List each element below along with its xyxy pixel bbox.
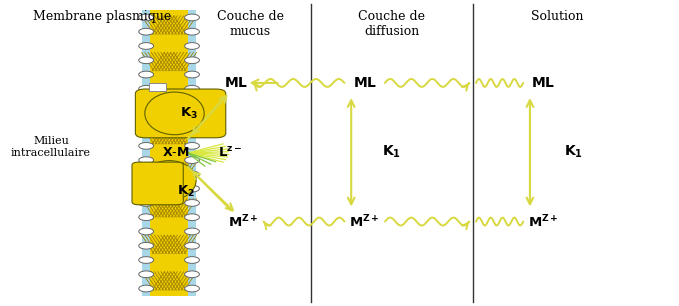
Circle shape — [139, 171, 153, 178]
Circle shape — [139, 271, 153, 278]
Circle shape — [185, 100, 200, 106]
Circle shape — [185, 171, 200, 178]
Circle shape — [185, 214, 200, 221]
Text: $\mathbf{ML}$: $\mathbf{ML}$ — [352, 76, 377, 90]
Circle shape — [185, 28, 200, 35]
Circle shape — [139, 143, 153, 149]
Text: $\mathbf{K_3}$: $\mathbf{K_3}$ — [181, 106, 198, 121]
Circle shape — [139, 100, 153, 106]
Circle shape — [139, 242, 153, 249]
Text: $\mathbf{K_1}$: $\mathbf{K_1}$ — [382, 143, 401, 160]
Ellipse shape — [142, 161, 196, 200]
Circle shape — [185, 143, 200, 149]
Circle shape — [185, 71, 200, 78]
Circle shape — [185, 57, 200, 64]
Circle shape — [185, 157, 200, 163]
Bar — [149, 83, 166, 91]
Circle shape — [185, 242, 200, 249]
Circle shape — [139, 185, 153, 192]
Text: Solution: Solution — [531, 10, 583, 23]
FancyBboxPatch shape — [132, 162, 183, 205]
FancyBboxPatch shape — [135, 89, 225, 138]
Circle shape — [185, 85, 200, 92]
Text: $\mathbf{X\text{-}M}$: $\mathbf{X\text{-}M}$ — [162, 147, 189, 159]
Circle shape — [139, 28, 153, 35]
Bar — [142, 10, 150, 296]
Circle shape — [185, 271, 200, 278]
Text: $\mathbf{L^{z-}}$: $\mathbf{L^{z-}}$ — [217, 146, 242, 160]
Circle shape — [185, 285, 200, 292]
Ellipse shape — [145, 92, 204, 135]
Bar — [188, 10, 196, 296]
Circle shape — [139, 285, 153, 292]
Circle shape — [139, 228, 153, 235]
Circle shape — [185, 257, 200, 263]
Text: $\mathbf{K_2}$: $\mathbf{K_2}$ — [177, 184, 195, 199]
Text: Milieu
intracellulaire: Milieu intracellulaire — [11, 136, 91, 158]
Text: Membrane plasmique: Membrane plasmique — [33, 10, 171, 23]
Circle shape — [139, 114, 153, 121]
Circle shape — [185, 228, 200, 235]
Circle shape — [139, 14, 153, 21]
Circle shape — [139, 57, 153, 64]
Circle shape — [139, 71, 153, 78]
Text: $\mathbf{ML}$: $\mathbf{ML}$ — [225, 76, 249, 90]
Circle shape — [139, 200, 153, 206]
Circle shape — [139, 43, 153, 49]
Text: $\mathbf{M^{Z+}}$: $\mathbf{M^{Z+}}$ — [350, 213, 380, 230]
Text: $\mathbf{K_1}$: $\mathbf{K_1}$ — [564, 143, 583, 160]
Circle shape — [185, 114, 200, 121]
Circle shape — [139, 85, 153, 92]
Circle shape — [185, 14, 200, 21]
Circle shape — [139, 214, 153, 221]
Circle shape — [139, 128, 153, 135]
Bar — [142, 10, 196, 296]
Circle shape — [185, 185, 200, 192]
Text: Couche de
diffusion: Couche de diffusion — [358, 10, 425, 38]
Text: $\mathbf{M^{Z+}}$: $\mathbf{M^{Z+}}$ — [528, 213, 559, 230]
Circle shape — [139, 257, 153, 263]
Text: Couche de
mucus: Couche de mucus — [217, 10, 284, 38]
Circle shape — [185, 200, 200, 206]
Circle shape — [185, 43, 200, 49]
Text: $\mathbf{M^{Z+}}$: $\mathbf{M^{Z+}}$ — [228, 213, 259, 230]
Circle shape — [185, 128, 200, 135]
Circle shape — [139, 157, 153, 163]
Text: $\mathbf{ML}$: $\mathbf{ML}$ — [531, 76, 555, 90]
